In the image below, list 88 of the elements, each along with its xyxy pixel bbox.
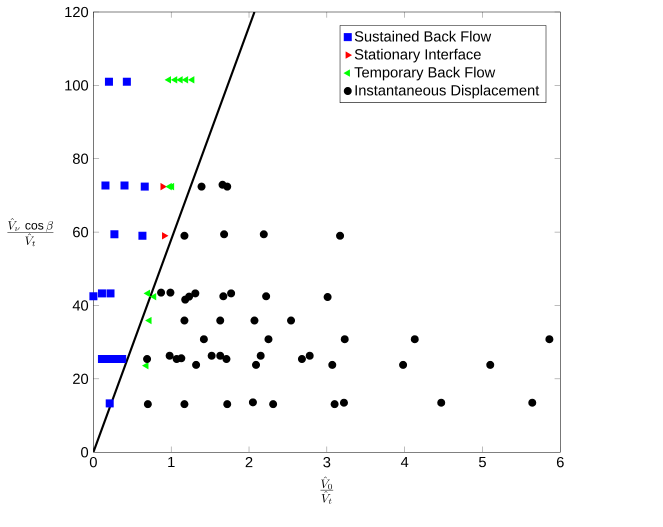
point xyxy=(208,352,216,360)
point xyxy=(200,335,208,344)
point xyxy=(89,292,98,300)
point xyxy=(142,362,148,370)
point xyxy=(410,335,419,344)
point xyxy=(118,355,126,364)
y-tick-label: 100 xyxy=(65,80,88,91)
legend-label: Temporary Back Flow xyxy=(354,66,496,80)
point xyxy=(192,360,200,369)
point xyxy=(216,316,224,325)
point xyxy=(164,76,171,84)
point xyxy=(98,289,106,298)
x-tick-label: 1 xyxy=(168,456,175,468)
point xyxy=(171,76,178,84)
point xyxy=(182,76,188,84)
point xyxy=(336,232,344,240)
point xyxy=(340,335,349,344)
point xyxy=(486,360,494,369)
point xyxy=(256,352,265,360)
point xyxy=(262,292,270,300)
point xyxy=(198,182,206,191)
point xyxy=(180,316,188,325)
point xyxy=(260,230,268,238)
point xyxy=(227,289,236,298)
legend-label: Sustained Back Flow xyxy=(354,30,492,42)
point xyxy=(185,292,194,301)
y-tick-label: 120 xyxy=(65,6,88,18)
x-axis-title: $\frac{\hat{V}_0}{\hat{V}_t}$ xyxy=(320,476,334,504)
point xyxy=(162,232,168,240)
y-tick-label: 80 xyxy=(72,154,88,164)
point xyxy=(176,76,183,84)
y-tick-label: 40 xyxy=(72,300,88,311)
point xyxy=(191,289,200,298)
point xyxy=(223,400,232,408)
point xyxy=(150,293,156,300)
x-tick-label: 2 xyxy=(246,456,252,468)
point xyxy=(250,316,258,325)
point xyxy=(106,289,115,298)
point xyxy=(188,76,194,84)
point xyxy=(330,400,339,408)
point xyxy=(340,398,348,407)
point xyxy=(166,352,174,360)
x-tick-label: 4 xyxy=(400,456,408,468)
point xyxy=(287,316,296,325)
point xyxy=(248,398,257,406)
point xyxy=(324,293,332,302)
point xyxy=(166,288,174,297)
point xyxy=(223,182,232,191)
point xyxy=(269,400,278,408)
point xyxy=(219,292,228,300)
point xyxy=(180,400,188,408)
y-axis-title: $\frac{\hat{V}_\nu\,\cos\beta}{\hat{V}_t}$ xyxy=(7,218,54,246)
point xyxy=(140,182,149,191)
point xyxy=(144,400,152,408)
point xyxy=(528,398,536,407)
point xyxy=(110,230,118,238)
point xyxy=(220,230,228,238)
y-tick-label: 20 xyxy=(73,374,88,384)
point xyxy=(144,290,150,297)
point xyxy=(180,232,188,240)
legend-label: Instantaneous Displacement xyxy=(356,84,540,98)
point xyxy=(104,78,113,86)
point xyxy=(545,335,554,344)
y-tick-label: 60 xyxy=(73,226,88,238)
point xyxy=(306,352,314,360)
x-tick-label: 5 xyxy=(478,456,486,468)
point xyxy=(122,78,131,86)
point xyxy=(157,288,166,297)
x-tick-label: 0 xyxy=(90,456,97,468)
x-tick-label: 3 xyxy=(323,456,330,468)
point xyxy=(216,352,224,360)
point xyxy=(328,360,336,369)
point xyxy=(138,232,146,240)
point xyxy=(120,182,129,190)
point xyxy=(101,182,110,190)
point xyxy=(222,355,230,364)
point xyxy=(437,398,446,407)
point xyxy=(145,317,152,324)
point xyxy=(399,360,408,369)
point xyxy=(143,355,152,364)
point xyxy=(106,399,114,408)
legend-label: Stationary Interface xyxy=(354,48,481,62)
x-tick-label: 6 xyxy=(556,456,564,468)
point xyxy=(264,335,272,344)
y-tick-label: 0 xyxy=(81,447,88,458)
point xyxy=(160,183,167,190)
point xyxy=(252,360,260,369)
point xyxy=(298,355,306,364)
